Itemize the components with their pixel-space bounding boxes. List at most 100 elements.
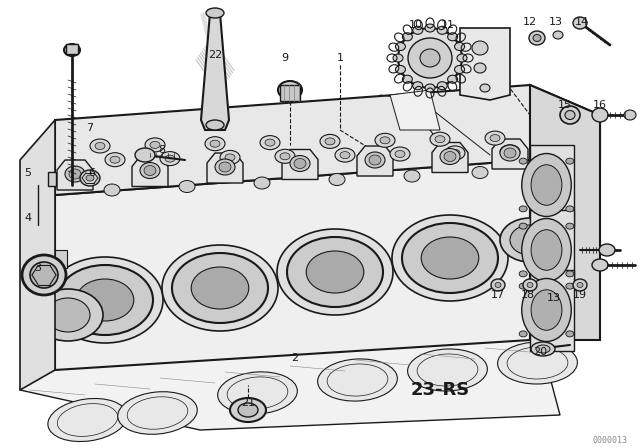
Text: 2: 2: [291, 353, 299, 363]
Ellipse shape: [437, 26, 447, 34]
Ellipse shape: [403, 33, 412, 41]
Ellipse shape: [369, 155, 381, 165]
Text: 5: 5: [24, 168, 31, 178]
Ellipse shape: [413, 26, 423, 34]
Ellipse shape: [265, 139, 275, 146]
Ellipse shape: [500, 145, 520, 159]
Polygon shape: [460, 28, 510, 100]
Ellipse shape: [22, 255, 66, 295]
Polygon shape: [57, 160, 93, 190]
Ellipse shape: [220, 151, 240, 164]
Text: 19: 19: [573, 290, 587, 300]
Ellipse shape: [144, 165, 156, 176]
Text: 6: 6: [88, 168, 95, 178]
Ellipse shape: [205, 137, 225, 151]
Ellipse shape: [206, 120, 224, 130]
Ellipse shape: [290, 155, 310, 172]
Ellipse shape: [30, 262, 58, 288]
Ellipse shape: [398, 28, 462, 88]
Ellipse shape: [215, 159, 235, 175]
Polygon shape: [55, 160, 530, 370]
Ellipse shape: [519, 283, 527, 289]
Ellipse shape: [437, 82, 447, 90]
Ellipse shape: [150, 142, 160, 148]
Ellipse shape: [179, 181, 195, 193]
Ellipse shape: [566, 223, 574, 229]
Ellipse shape: [566, 206, 574, 212]
Ellipse shape: [260, 136, 280, 150]
Text: 0000013: 0000013: [593, 435, 627, 444]
Ellipse shape: [64, 44, 80, 56]
Ellipse shape: [498, 342, 577, 384]
Ellipse shape: [472, 167, 488, 178]
Ellipse shape: [504, 148, 516, 158]
Bar: [48, 172, 56, 186]
Ellipse shape: [104, 184, 120, 196]
Ellipse shape: [565, 111, 575, 120]
Ellipse shape: [238, 403, 258, 417]
Ellipse shape: [522, 279, 572, 341]
Ellipse shape: [527, 283, 533, 288]
Ellipse shape: [454, 43, 465, 51]
Ellipse shape: [566, 331, 574, 337]
Ellipse shape: [420, 49, 440, 67]
Text: 18: 18: [521, 290, 535, 300]
Ellipse shape: [340, 151, 350, 159]
Text: 3: 3: [35, 263, 42, 273]
Polygon shape: [530, 270, 574, 350]
Ellipse shape: [46, 298, 90, 332]
Ellipse shape: [566, 271, 574, 277]
Polygon shape: [207, 153, 243, 183]
Text: 8: 8: [159, 145, 166, 155]
Ellipse shape: [48, 398, 127, 442]
Ellipse shape: [69, 169, 81, 179]
Polygon shape: [492, 139, 528, 169]
Ellipse shape: [510, 225, 550, 255]
Ellipse shape: [566, 283, 574, 289]
Ellipse shape: [335, 148, 355, 162]
Ellipse shape: [65, 166, 85, 182]
Ellipse shape: [280, 153, 290, 160]
Ellipse shape: [219, 162, 231, 172]
Ellipse shape: [505, 148, 515, 155]
Ellipse shape: [47, 257, 163, 343]
Ellipse shape: [592, 259, 608, 271]
Ellipse shape: [230, 398, 266, 422]
Ellipse shape: [474, 63, 486, 73]
Polygon shape: [20, 120, 55, 390]
Polygon shape: [530, 210, 574, 290]
Ellipse shape: [191, 267, 249, 309]
Ellipse shape: [408, 349, 488, 391]
Bar: [66, 44, 78, 54]
Ellipse shape: [500, 218, 560, 262]
Ellipse shape: [425, 84, 435, 92]
Polygon shape: [530, 85, 600, 340]
Ellipse shape: [566, 158, 574, 164]
Ellipse shape: [135, 148, 155, 162]
Polygon shape: [357, 146, 393, 176]
Ellipse shape: [440, 148, 460, 164]
Ellipse shape: [140, 163, 160, 178]
Ellipse shape: [490, 134, 500, 142]
Ellipse shape: [450, 149, 460, 156]
Ellipse shape: [454, 65, 465, 73]
Ellipse shape: [390, 147, 410, 161]
Ellipse shape: [519, 158, 527, 164]
Ellipse shape: [33, 289, 103, 341]
Ellipse shape: [395, 151, 405, 158]
Ellipse shape: [90, 139, 110, 153]
Text: 14: 14: [575, 17, 589, 27]
Text: 9: 9: [282, 53, 289, 63]
Text: 7: 7: [86, 123, 93, 133]
Ellipse shape: [523, 279, 537, 291]
Polygon shape: [282, 150, 318, 180]
Polygon shape: [530, 145, 574, 225]
Polygon shape: [432, 142, 468, 172]
Text: 17: 17: [491, 290, 505, 300]
Ellipse shape: [254, 177, 270, 189]
Ellipse shape: [531, 342, 555, 356]
Ellipse shape: [531, 165, 562, 205]
Ellipse shape: [447, 75, 458, 83]
Ellipse shape: [105, 153, 125, 167]
Ellipse shape: [365, 152, 385, 168]
